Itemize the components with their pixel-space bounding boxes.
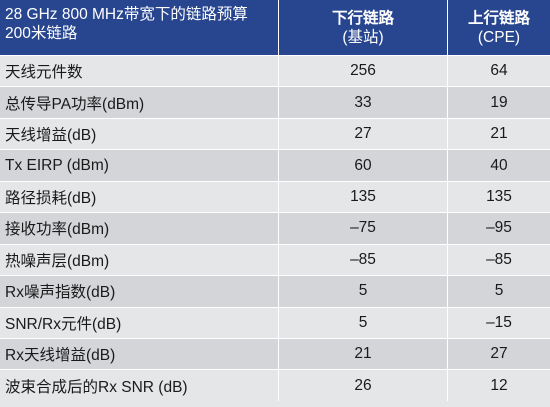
row-label: 天线增益(dB) xyxy=(0,118,279,150)
row-downlink-value: 5 xyxy=(279,307,448,338)
row-downlink-value: 135 xyxy=(279,181,448,213)
table-row: 总传导PA功率(dBm) 33 19 xyxy=(0,86,550,118)
table-row: 波束合成后的Rx SNR (dB) 26 12 xyxy=(0,369,550,401)
table-header: 28 GHz 800 MHz带宽下的链路预算 200米链路 下行链路 (基站) … xyxy=(0,0,550,55)
row-downlink-value: 33 xyxy=(279,87,448,118)
row-downlink-value: 256 xyxy=(279,56,448,87)
row-uplink-value: –15 xyxy=(486,313,512,331)
row-label: 热噪声层(dBm) xyxy=(0,244,279,276)
table-row: 接收功率(dBm) –75 –95 xyxy=(0,212,550,244)
table-row: 天线增益(dB) 27 21 xyxy=(0,117,550,150)
header-title-cell: 28 GHz 800 MHz带宽下的链路预算 200米链路 xyxy=(0,0,279,55)
header-downlink-line2: (基站) xyxy=(342,28,384,46)
row-downlink-value: 21 xyxy=(279,338,448,370)
row-downlink-value: 26 xyxy=(279,370,448,401)
row-uplink-value: 21 xyxy=(490,125,508,143)
row-downlink-value: 27 xyxy=(279,118,448,150)
row-label: 接收功率(dBm) xyxy=(0,213,279,244)
header-title-line1: 28 GHz 800 MHz带宽下的链路预算 xyxy=(5,6,248,23)
table-row: 路径损耗(dB) 135 135 xyxy=(0,180,550,213)
table-row: SNR/Rx元件(dB) 5 –15 xyxy=(0,306,550,338)
row-uplink-value: 12 xyxy=(490,376,508,394)
table-row: Rx噪声指数(dB) 5 5 xyxy=(0,275,550,307)
row-label: 路径损耗(dB) xyxy=(0,181,279,213)
row-downlink-value: 5 xyxy=(279,276,448,307)
row-uplink-value: 5 xyxy=(494,282,504,300)
row-label: SNR/Rx元件(dB) xyxy=(0,307,279,338)
row-label: Rx噪声指数(dB) xyxy=(0,276,279,307)
row-downlink-value: –75 xyxy=(279,213,448,244)
row-label: Tx EIRP (dBm) xyxy=(0,150,279,181)
table-row: Rx天线增益(dB) 21 27 xyxy=(0,337,550,370)
header-uplink-line2: (CPE) xyxy=(477,28,521,46)
row-uplink-value: 27 xyxy=(490,345,508,363)
row-label: Rx天线增益(dB) xyxy=(0,338,279,370)
header-uplink-cell: 上行链路 (CPE) xyxy=(448,0,550,55)
table-row: Tx EIRP (dBm) 60 40 xyxy=(0,149,550,181)
row-uplink-value: 19 xyxy=(490,93,508,111)
row-uplink-value: 135 xyxy=(486,187,512,205)
header-downlink-line1: 下行链路 xyxy=(331,9,394,27)
table-body: 天线元件数 256 64 总传导PA功率(dBm) 33 19 天线增益(dB)… xyxy=(0,55,550,401)
table-row: 热噪声层(dBm) –85 –85 xyxy=(0,243,550,276)
row-label: 波束合成后的Rx SNR (dB) xyxy=(0,370,279,401)
row-downlink-value: 60 xyxy=(279,150,448,181)
row-uplink-value: –95 xyxy=(486,219,512,237)
row-uplink-value: –85 xyxy=(486,250,512,268)
row-uplink-value: 64 xyxy=(490,62,508,80)
header-uplink-line1: 上行链路 xyxy=(467,9,530,27)
row-label: 天线元件数 xyxy=(0,56,279,87)
header-downlink-cell: 下行链路 (基站) xyxy=(279,0,448,55)
row-label: 总传导PA功率(dBm) xyxy=(0,87,279,118)
header-title-line2: 200米链路 xyxy=(5,25,78,42)
row-downlink-value: –85 xyxy=(279,244,448,276)
table-row: 天线元件数 256 64 xyxy=(0,55,550,87)
row-uplink-value: 40 xyxy=(490,156,508,174)
